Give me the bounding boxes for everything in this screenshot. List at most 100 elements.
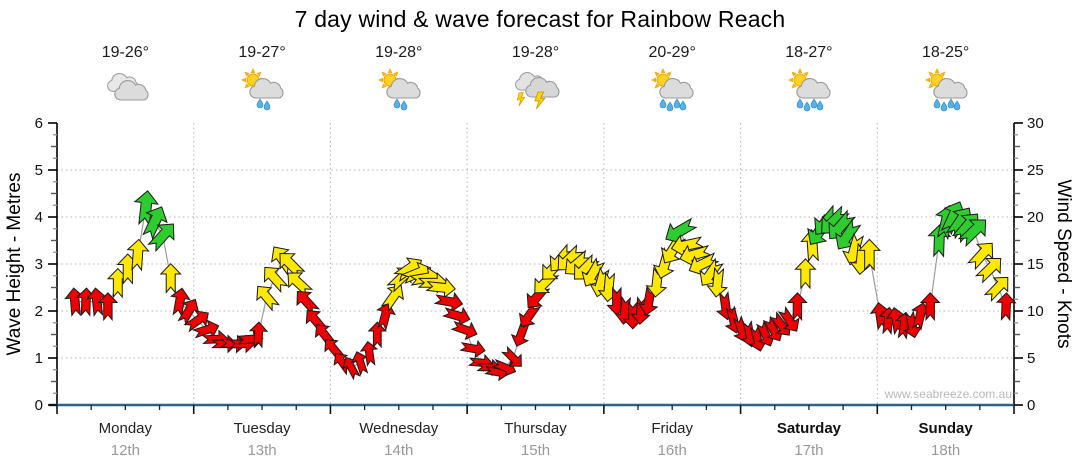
weather-icon <box>194 66 331 117</box>
wind-arrow <box>955 212 993 250</box>
chart-title: 7 day wind & wave forecast for Rainbow R… <box>294 6 786 32</box>
day-summary: 19-28° <box>330 42 467 118</box>
raindrop <box>400 100 408 111</box>
weather-icon <box>330 66 467 117</box>
day-date: 12th <box>110 442 140 459</box>
wind-arrow <box>281 266 315 300</box>
raindrop <box>940 101 947 112</box>
sun-ray <box>241 77 247 83</box>
day-label: Monday 12th <box>57 419 194 461</box>
wind-arrow <box>450 317 480 342</box>
day-label: Tuesday 13th <box>194 419 331 461</box>
sun-ray <box>654 83 660 89</box>
sun-ray <box>244 83 250 89</box>
day-name: Saturday <box>776 420 842 437</box>
sun-ray <box>924 77 930 83</box>
sun-ray <box>250 68 256 73</box>
raindrop <box>933 98 940 109</box>
weather-icon-graphic <box>787 68 831 112</box>
sun-ray <box>803 71 809 77</box>
wind-arrow <box>168 287 191 317</box>
wind-arrow <box>339 354 363 381</box>
day-date: 13th <box>247 442 277 459</box>
wind-arrow <box>460 338 486 358</box>
day-temp-range: 18-25° <box>921 44 970 61</box>
weather-icon-graphic <box>241 68 284 111</box>
sun-ray <box>393 71 399 77</box>
sun-ray <box>928 71 934 77</box>
wind-arrow <box>921 293 939 320</box>
right-axis-tick-label: 0 <box>1027 397 1035 414</box>
wind-arrow <box>373 301 397 331</box>
raindrop <box>953 100 960 111</box>
raindrop <box>263 100 271 111</box>
cloud <box>114 80 149 101</box>
left-axis-tick-label: 0 <box>35 397 43 414</box>
raindrop <box>666 101 674 112</box>
wind-arrow <box>859 239 880 269</box>
day-date: 18th <box>931 442 961 459</box>
right-axis-tick-label: 5 <box>1027 350 1035 367</box>
cloud <box>386 78 421 99</box>
wind-arrow <box>706 268 728 298</box>
day-summary: 18-25° <box>877 42 1014 118</box>
right-axis-tick-label: 10 <box>1027 303 1044 320</box>
right-axis-tick-label: 25 <box>1027 162 1044 179</box>
sun-ray <box>660 68 666 73</box>
wind-arrow <box>250 322 268 347</box>
day-name: Friday <box>651 420 694 437</box>
wind-arrow <box>133 190 160 226</box>
weather-icon-graphic <box>651 68 694 112</box>
wind-arrow <box>426 276 456 298</box>
left-axis-tick-label: 2 <box>35 303 43 320</box>
day-label: Wednesday 14th <box>330 419 467 461</box>
sun-ray <box>256 71 262 77</box>
weather-icon <box>604 66 741 117</box>
wind-arrow <box>492 356 519 379</box>
lightning-bolt <box>534 91 547 110</box>
cloud <box>525 77 561 98</box>
wind-arrow <box>144 217 181 255</box>
day-label: Thursday 15th <box>467 419 604 461</box>
wind-arrow <box>251 280 283 313</box>
wind-arrow <box>349 349 371 376</box>
raindrop <box>810 98 818 109</box>
sun-ray <box>939 71 946 77</box>
day-summary: 19-27° <box>194 42 331 118</box>
sun-ray <box>387 68 393 73</box>
wind-arrow <box>290 285 322 318</box>
wind-arrow <box>509 320 534 349</box>
wind-arrow <box>996 293 1015 320</box>
raindrop <box>947 98 954 109</box>
sun-ray <box>651 77 657 83</box>
sun-ray <box>797 68 803 73</box>
sun-ray <box>654 71 660 77</box>
sun-ray <box>666 71 672 77</box>
sun-ray <box>787 77 793 83</box>
sun-ray <box>377 77 383 83</box>
cloud <box>932 78 968 99</box>
wind-arrow <box>138 202 172 241</box>
lightning-bolt <box>517 92 526 107</box>
day-label: Friday 16th <box>604 419 741 461</box>
day-temp-range: 20-29° <box>648 44 696 61</box>
day-summary: 19-26° <box>57 42 194 118</box>
wind-arrow <box>161 264 181 293</box>
raindrop <box>673 98 681 109</box>
cloud <box>659 78 694 99</box>
day-date: 16th <box>657 442 687 459</box>
right-axis-title: Wind Speed - Knots <box>1053 179 1074 349</box>
right-axis-tick-label: 30 <box>1027 115 1044 132</box>
raindrop <box>796 98 804 109</box>
raindrop <box>659 98 667 109</box>
wind-arrow <box>258 261 292 296</box>
sun-ray <box>928 83 934 89</box>
wind-arrow <box>273 246 309 282</box>
raindrop <box>393 98 401 109</box>
raindrop <box>679 100 687 111</box>
day-label: Sunday 18th <box>877 419 1014 461</box>
weather-icon-graphic <box>377 68 421 111</box>
left-axis-tick-label: 4 <box>35 209 43 226</box>
